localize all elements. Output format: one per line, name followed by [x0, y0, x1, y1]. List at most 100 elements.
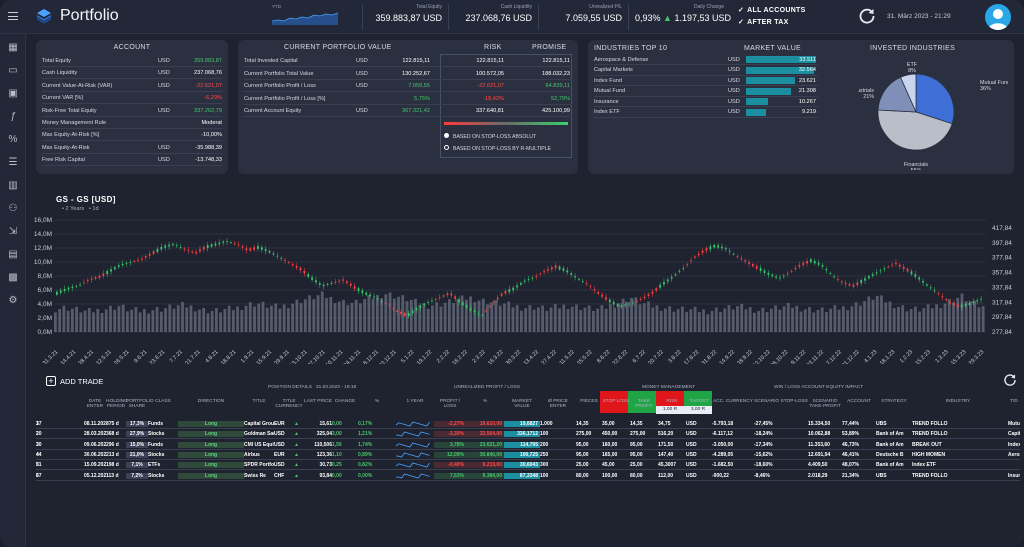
column-header[interactable]: TARGET — [689, 399, 709, 404]
add-trade-button[interactable]: + ADD TRADE — [46, 376, 103, 386]
kpi-value: 0,93% ▲ 1.197,53 USD — [635, 13, 731, 23]
candle-body — [260, 247, 263, 250]
volume-bar — [833, 305, 837, 332]
volume-bar — [871, 299, 875, 332]
column-header[interactable]: PORTFOLIO SHARE — [126, 399, 154, 409]
column-header[interactable]: TAKE PROFIT — [635, 399, 653, 409]
x-tick-label: 4.1.23 — [863, 349, 878, 364]
column-header[interactable]: SCENARIO STOP-LOSS — [754, 399, 808, 404]
pv-row-currency: USD — [356, 108, 368, 114]
column-header[interactable]: INDUSTRY — [945, 399, 971, 404]
column-header[interactable]: TITLE — [252, 399, 266, 404]
people-icon[interactable]: ⚇ — [8, 203, 18, 214]
column-header[interactable]: TITLE CURRENCY — [275, 399, 303, 409]
pie-slice[interactable] — [900, 73, 917, 113]
x-tick-label: 9.6.21 — [133, 349, 148, 364]
option-stop-loss-r-multiple[interactable]: BASED ON STOP-LOSS BY R-MULTIPLE — [444, 145, 551, 152]
pie-slice[interactable] — [915, 73, 955, 125]
column-header[interactable]: RISK — [666, 399, 678, 404]
kpi-total-equity: Total Equity 359.883,87 USD — [362, 4, 442, 30]
column-header[interactable]: CHANGE — [334, 399, 356, 404]
volume-bar — [880, 295, 883, 332]
table-cell: 1.000 — [540, 421, 553, 427]
function-icon[interactable]: ƒ — [10, 111, 16, 122]
document-icon[interactable]: ▤ — [8, 249, 18, 260]
volume-bar — [943, 303, 947, 332]
column-header[interactable]: % — [482, 399, 488, 404]
all-accounts-toggle[interactable]: ✓ ALL ACCOUNTS — [738, 6, 806, 14]
candle-body — [910, 271, 913, 275]
one-year-sparkline — [396, 462, 430, 468]
pie-slice[interactable] — [877, 109, 953, 151]
table-cell: 113 d — [106, 472, 119, 479]
column-header[interactable]: DATE ENTER — [86, 399, 104, 409]
column-header[interactable]: STOP LOSS — [602, 399, 630, 404]
column-header[interactable]: T/D — [1010, 399, 1018, 404]
option-stop-loss-absolut[interactable]: BASED ON STOP-LOSS ABSOLUT — [444, 133, 536, 140]
candle-body — [659, 284, 661, 288]
refresh-icon[interactable] — [858, 7, 876, 25]
column-header[interactable]: LAST PRICE — [304, 399, 332, 404]
pv-row-label: Current Account Equity — [244, 108, 302, 114]
pie-slice-label: Mutual Fund — [980, 80, 1008, 86]
settings-icon[interactable]: ⚙ — [8, 295, 18, 306]
column-header[interactable]: STRATEGY — [881, 399, 907, 404]
column-header[interactable]: ACCOUNT — [847, 399, 871, 404]
column-header[interactable]: % — [374, 399, 380, 404]
column-header[interactable]: MARKET VALUE — [512, 399, 532, 409]
x-tick-label: 15.3.23 — [950, 349, 967, 364]
list-icon[interactable]: ☰ — [8, 157, 18, 168]
bar-chart-icon[interactable]: ▥ — [8, 180, 18, 191]
column-header[interactable]: PIECES — [580, 399, 598, 404]
candle-body — [632, 302, 634, 304]
candle-body — [616, 304, 619, 307]
price-volume-chart[interactable]: 16,0M 14,0M 12,0M 10,0M 8,0M 6,0M 4,0M 2,0M 0,0M… — [30, 214, 1024, 364]
percent-icon[interactable]: % — [8, 134, 18, 145]
grid-icon[interactable]: ▦ — [8, 42, 18, 53]
range-option[interactable]: 2 Years — [65, 206, 85, 212]
export-icon[interactable]: ⇲ — [8, 226, 18, 237]
sparkline-path — [396, 473, 430, 478]
volume-bar — [888, 301, 892, 332]
volume-bar — [456, 299, 460, 332]
candle-body — [98, 275, 101, 278]
column-header[interactable]: DIRECTION — [197, 399, 225, 404]
column-header[interactable]: HOLDING PERIOD — [106, 399, 128, 409]
volume-bar — [744, 309, 748, 332]
wallet-icon[interactable]: ▭ — [8, 65, 18, 76]
candle-body — [817, 262, 820, 265]
avatar[interactable] — [985, 4, 1011, 30]
column-header[interactable]: Ø PRICE ENTER — [548, 399, 568, 409]
column-header[interactable]: PROFIT / LOSS — [439, 399, 461, 409]
volume-bar — [858, 305, 862, 332]
candle-body — [782, 275, 785, 277]
target-multiple-input[interactable]: 3,00 R — [684, 406, 712, 414]
account-row-value[interactable]: Moderat — [201, 120, 222, 126]
column-header[interactable]: ACC. CURRENCY — [713, 399, 753, 404]
risk-multiple-input[interactable]: 1,00 R — [656, 406, 684, 414]
calculator-icon[interactable]: ▩ — [8, 272, 18, 283]
column-header[interactable]: SCENARIO TAKE-PROFIT — [809, 399, 841, 409]
table-cell: 147,40 — [658, 451, 674, 458]
menu-icon[interactable] — [8, 12, 18, 20]
column-header[interactable]: 1 YEAR — [406, 399, 424, 404]
briefcase-icon[interactable]: ▣ — [8, 88, 18, 99]
volume-bar — [418, 305, 422, 332]
after-tax-toggle[interactable]: ✓ AFTER TAX — [738, 18, 789, 26]
candle-body — [763, 270, 766, 273]
volume-bar — [142, 309, 146, 332]
volume-bar — [75, 306, 78, 332]
pie-slice[interactable] — [877, 76, 917, 113]
table-cell: 4.409,50 — [808, 462, 828, 469]
table-refresh-icon[interactable] — [1003, 373, 1017, 387]
interval-option[interactable]: 1d — [92, 206, 99, 212]
column-header[interactable]: CLASS — [155, 399, 171, 404]
table-cell: 37 — [36, 472, 42, 479]
x-tick-label: 23.11.22 — [806, 349, 825, 364]
